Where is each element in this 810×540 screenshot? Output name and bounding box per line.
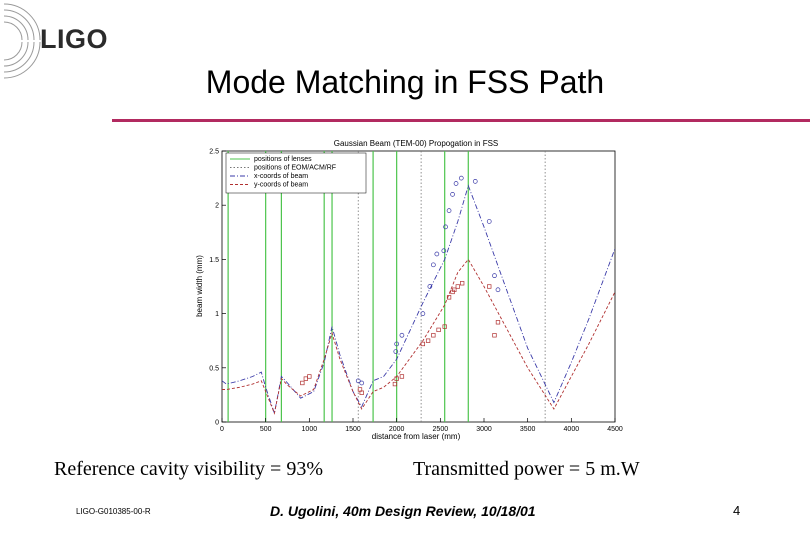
x-tick-label: 1500 (345, 426, 361, 433)
y-point (455, 284, 460, 289)
y-point (394, 376, 399, 381)
ligo-arcs-icon (4, 3, 41, 79)
x-tick-label: 3000 (476, 426, 492, 433)
x-tick-label: 3500 (520, 426, 536, 433)
y-point (442, 324, 447, 329)
x-point (446, 208, 452, 213)
y-axis-ticks: 0 0.5 1 1.5 2 2.5 (209, 149, 226, 427)
document-id: LIGO-G010385-00-R (76, 507, 151, 516)
x-point (427, 284, 433, 289)
beam-propagation-chart: Gaussian Beam (TEM-00) Propogation in FS… (190, 132, 630, 444)
legend-label: x-coords of beam (254, 173, 308, 180)
y-point (452, 287, 457, 292)
y-axis-label: beam width (mm) (195, 255, 204, 317)
x-tick-label: 500 (260, 426, 272, 433)
x-point (458, 175, 464, 181)
x-point (394, 341, 400, 347)
x-point (430, 262, 436, 268)
y-point (307, 374, 312, 379)
power-caption: Transmitted power = 5 m.W (413, 458, 640, 480)
y-point (300, 380, 305, 386)
y-tick-label: 0 (215, 420, 219, 427)
footer-credit: D. Ugolini, 40m Design Review, 10/18/01 (270, 503, 536, 519)
x-point (450, 192, 455, 197)
x-axis-label: distance from laser (mm) (372, 432, 461, 441)
legend-label: positions of lenses (254, 156, 312, 163)
x-point (434, 251, 440, 257)
series-line-1 (222, 258, 616, 415)
x-point (393, 349, 399, 354)
y-point (436, 327, 441, 333)
y-tick-label: 2.5 (209, 149, 219, 156)
x-tick-label: 1000 (302, 426, 318, 433)
plot-frame (221, 150, 616, 423)
chart-legend: positions of lenses positions of EOM/ACM/… (225, 152, 367, 194)
x-point (443, 224, 448, 230)
chart-svg: Gaussian Beam (TEM-00) Propogation in FS… (195, 139, 623, 441)
y-point (392, 381, 398, 387)
x-tick-label: 0 (220, 426, 224, 433)
y-point (487, 284, 492, 289)
x-point (486, 219, 492, 224)
legend-label: positions of EOM/ACM/RF (254, 165, 336, 172)
x-point (399, 332, 405, 338)
series-line-0 (221, 184, 616, 416)
data-markers (300, 175, 501, 395)
y-point (446, 295, 452, 300)
x-point (355, 378, 361, 384)
x-point (359, 380, 365, 386)
x-point (495, 287, 501, 293)
y-point (425, 338, 431, 343)
x-point (420, 311, 426, 316)
y-point (460, 281, 465, 286)
x-point (472, 179, 478, 184)
slide-title: Mode Matching in FSS Path (205, 64, 605, 100)
x-point (492, 273, 497, 279)
title-divider (112, 119, 810, 122)
page-number: 4 (733, 503, 741, 518)
logo-area: LIGO (0, 0, 140, 90)
y-point (431, 333, 436, 338)
y-point (399, 374, 405, 379)
x-tick-label: 4000 (564, 426, 580, 433)
y-tick-label: 2 (215, 203, 219, 210)
chart-title: Gaussian Beam (TEM-00) Propogation in FS… (334, 139, 499, 148)
y-point (495, 320, 501, 325)
y-point (359, 390, 364, 395)
visibility-caption: Reference cavity visibility = 93% (54, 458, 323, 480)
y-tick-label: 1 (215, 311, 219, 318)
ligo-logo: LIGO (40, 24, 108, 54)
x-tick-label: 2000 (389, 426, 405, 433)
x-point (441, 248, 447, 254)
beam-series (221, 184, 616, 416)
x-point (453, 181, 459, 186)
x-tick-label: 4500 (607, 426, 623, 433)
y-point (420, 341, 426, 347)
y-tick-label: 1.5 (209, 257, 219, 264)
y-point (492, 333, 497, 338)
legend-box (225, 152, 367, 194)
y-point (303, 376, 308, 381)
x-tick-label: 2500 (433, 426, 449, 433)
lens-lines (227, 151, 469, 422)
y-tick-label: 0.5 (209, 365, 219, 372)
legend-label: y-coords of beam (254, 182, 308, 189)
x-axis-ticks: 0 500 1000 1500 2000 2500 3000 3500 4000 4500 (220, 418, 623, 433)
